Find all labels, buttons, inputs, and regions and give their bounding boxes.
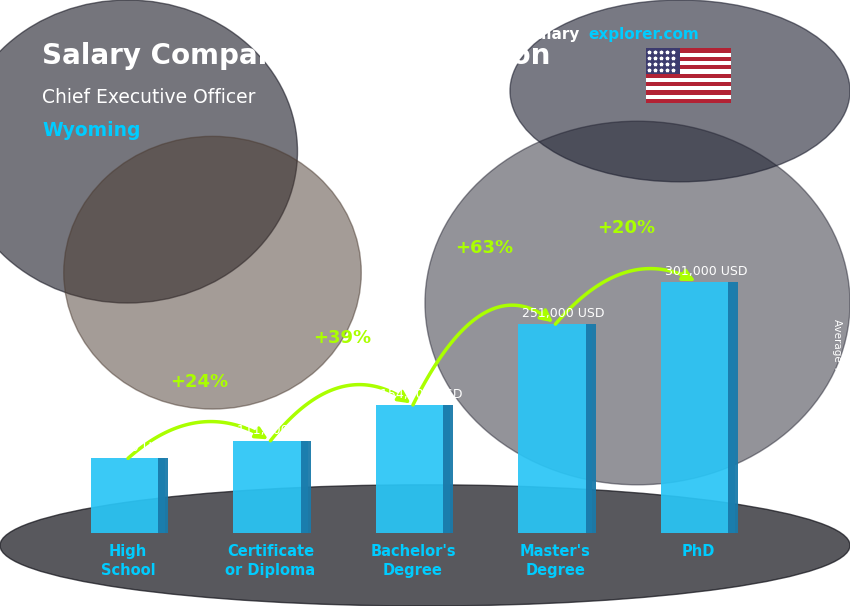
Text: +20%: +20% <box>598 219 655 236</box>
Ellipse shape <box>510 0 850 182</box>
Bar <box>646 99 731 103</box>
Bar <box>660 282 735 533</box>
Text: Average Yearly Salary: Average Yearly Salary <box>832 319 842 432</box>
Bar <box>301 441 311 533</box>
Bar <box>728 282 739 533</box>
Bar <box>646 48 680 74</box>
Ellipse shape <box>0 0 298 303</box>
Text: 89,900 USD: 89,900 USD <box>94 441 169 454</box>
Text: Salary Comparison By Education: Salary Comparison By Education <box>42 42 551 70</box>
Text: 301,000 USD: 301,000 USD <box>665 265 747 278</box>
Bar <box>646 78 731 82</box>
Text: 111,000 USD: 111,000 USD <box>237 424 320 436</box>
Ellipse shape <box>425 121 850 485</box>
Bar <box>646 53 731 57</box>
Bar <box>646 90 731 95</box>
Bar <box>646 48 731 53</box>
Text: Wyoming: Wyoming <box>42 121 141 140</box>
Ellipse shape <box>0 485 850 606</box>
Text: +24%: +24% <box>170 373 229 391</box>
Text: salary: salary <box>527 27 580 42</box>
Text: +63%: +63% <box>455 239 513 258</box>
Bar <box>646 65 731 70</box>
Bar <box>646 95 731 99</box>
Bar <box>646 74 731 78</box>
Text: +39%: +39% <box>313 328 371 347</box>
Text: Chief Executive Officer: Chief Executive Officer <box>42 88 256 107</box>
Text: explorer.com: explorer.com <box>588 27 699 42</box>
Bar <box>91 458 165 533</box>
Bar <box>646 86 731 90</box>
Text: 154,000 USD: 154,000 USD <box>380 388 462 401</box>
Bar <box>443 405 453 533</box>
Bar <box>518 324 592 533</box>
Text: 251,000 USD: 251,000 USD <box>522 307 604 320</box>
Bar <box>646 61 731 65</box>
Bar <box>646 70 731 74</box>
Bar <box>646 82 731 86</box>
Bar <box>376 405 450 533</box>
Bar <box>158 458 168 533</box>
Bar <box>646 57 731 61</box>
Bar <box>234 441 308 533</box>
Ellipse shape <box>64 136 361 409</box>
Bar <box>586 324 596 533</box>
